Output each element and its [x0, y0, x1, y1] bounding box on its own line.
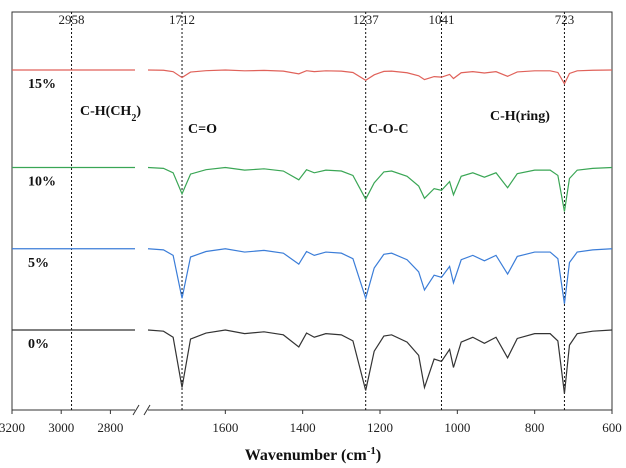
series-layer: 15% 10% 5% 0%	[12, 69, 613, 394]
series-label-0%: 0%	[28, 337, 49, 352]
x-tick-label-1000: 1000	[444, 420, 470, 435]
axis-break-mark-left	[132, 404, 140, 416]
peak-label-723: 723	[555, 12, 575, 27]
annotation-1041: C-H(ring)	[490, 109, 550, 124]
x-tick-label-1200: 1200	[367, 420, 393, 435]
tick-layer: 3200 3000 2800 1600 1400 1200 1000 800 600	[0, 404, 622, 435]
label-layer: C-H(CH2) C=O C-O-C C-H(ring)	[80, 104, 550, 137]
series-label-10%: 10%	[28, 175, 56, 190]
x-tick-label-600: 600	[602, 420, 622, 435]
x-tick-label-1600: 1600	[212, 420, 238, 435]
peak-label-1712: 1712	[169, 12, 195, 27]
axis-break-gap	[135, 404, 148, 416]
peak-label-2958: 2958	[59, 12, 85, 27]
series-1-line	[147, 166, 613, 212]
x-axis-title: Wavenumber (cm-1)	[245, 445, 381, 464]
axis-break-mark-right	[143, 404, 151, 416]
series-label-5%: 5%	[28, 256, 49, 271]
series-label-15%: 15%	[28, 77, 56, 92]
series-0-line	[147, 69, 613, 86]
plot-frame	[11, 11, 613, 411]
x-tick-label-800: 800	[525, 420, 545, 435]
x-tick-label-3000: 3000	[48, 420, 74, 435]
x-tick-label-1400: 1400	[290, 420, 316, 435]
annotation-1237: C-O-C	[368, 122, 408, 137]
series-2-line	[147, 248, 613, 304]
series-3-line	[147, 329, 613, 394]
x-tick-label-3200: 3200	[0, 420, 25, 435]
annotation-2958: C-H(CH2)	[80, 104, 141, 124]
x-tick-label-2800: 2800	[97, 420, 123, 435]
annotation-1712: C=O	[188, 122, 217, 137]
peak-label-1237: 1237	[353, 12, 380, 27]
peak-label-1041: 1041	[428, 12, 454, 27]
peak-line-layer: 2958 1712 1237 1041 723	[59, 12, 575, 410]
